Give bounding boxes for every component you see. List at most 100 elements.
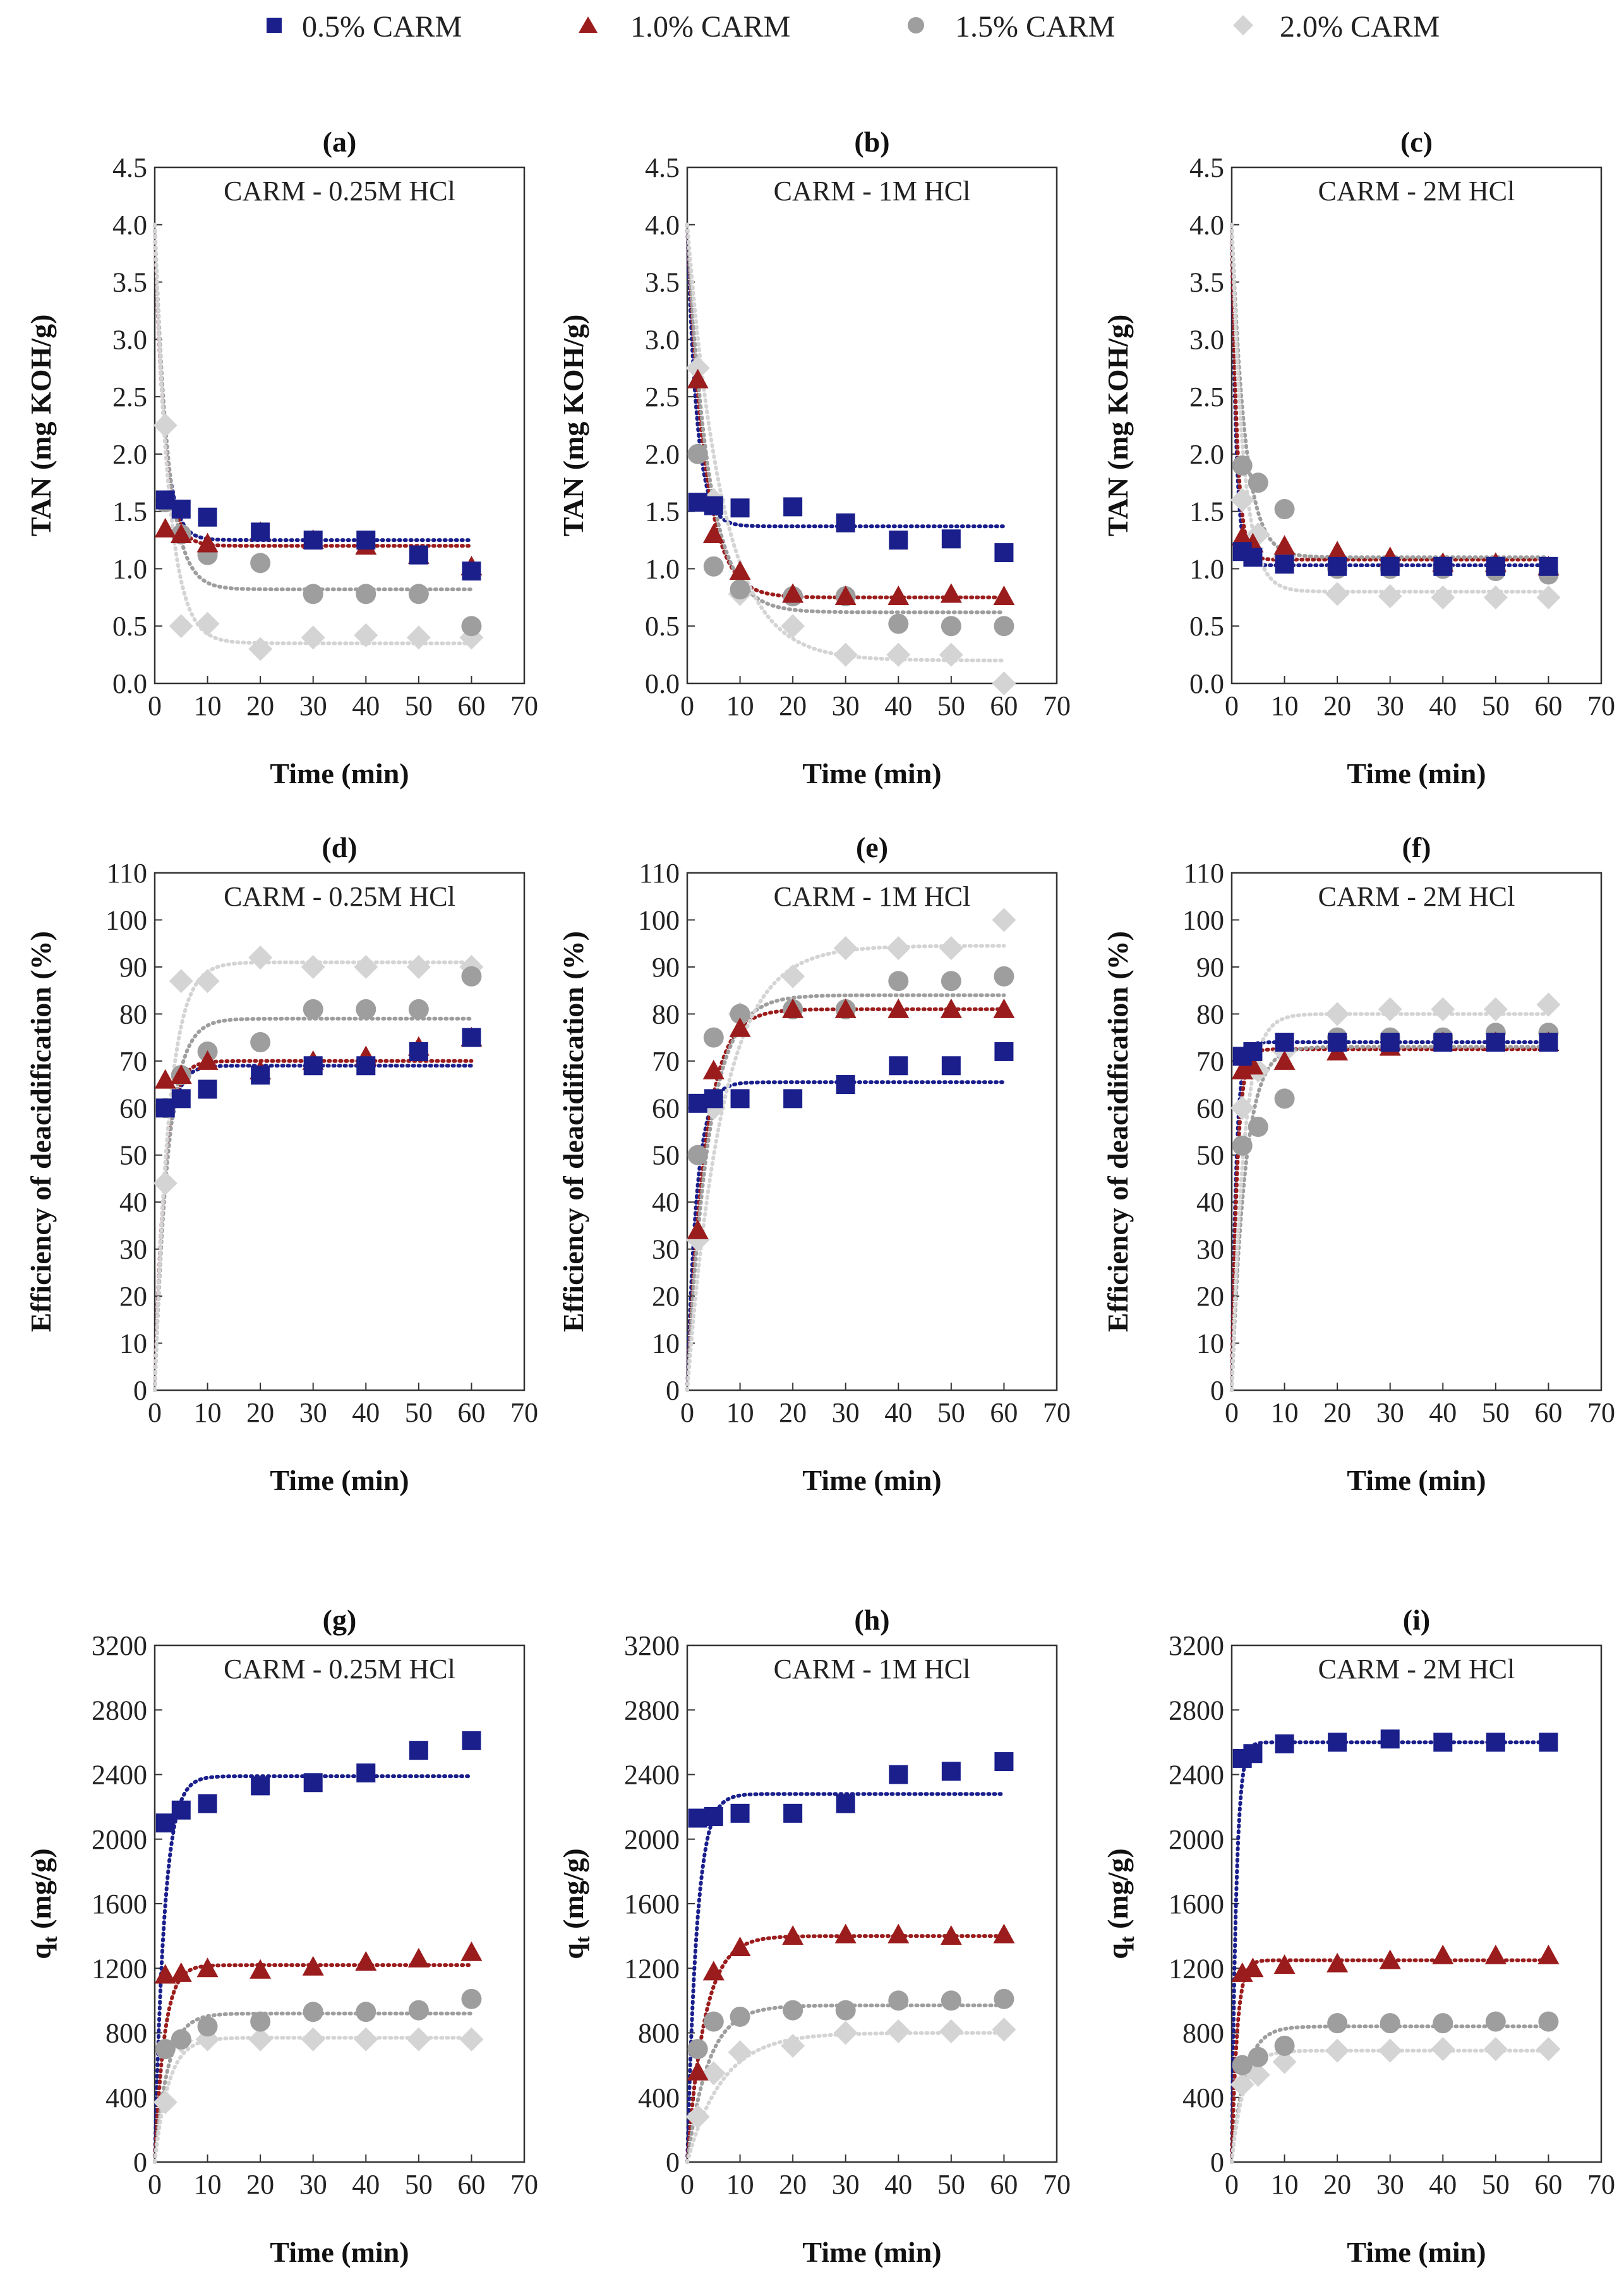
y-tick-label: 800: [638, 2018, 680, 2049]
data-point: [1432, 1944, 1454, 1964]
data-point: [1433, 2013, 1453, 2034]
data-point: [1483, 2037, 1508, 2062]
data-point: [1378, 584, 1402, 609]
data-point: [836, 1075, 855, 1095]
y-tick-label: 4.5: [645, 152, 680, 183]
data-point: [704, 1089, 723, 1108]
data-point: [354, 623, 378, 647]
x-axis-title: Time (min): [802, 2236, 941, 2268]
x-tick-label: 60: [1534, 2169, 1562, 2200]
data-point: [704, 1806, 723, 1826]
chart-panel-b: 0 10 20 30 40 50 60 70 0.0 0.5 1.0 1.5 2.0 2.5 3.0 3.5 4…: [557, 126, 1071, 790]
data-point: [994, 1042, 1014, 1061]
data-point: [154, 517, 176, 538]
data-point: [1248, 2046, 1268, 2067]
data-point: [407, 1947, 430, 1968]
plot-frame: [686, 166, 1058, 685]
data-point: [888, 1990, 909, 2011]
fit-curve-0: [685, 1080, 1006, 1392]
data-point: [888, 971, 909, 992]
y-tick-label: 2800: [1169, 1695, 1224, 1726]
data-point: [1433, 1033, 1453, 1052]
y-tick-label: 2000: [624, 1824, 680, 1855]
plot-frame: [1230, 1644, 1603, 2163]
data-point: [889, 531, 908, 550]
data-point: [301, 625, 325, 650]
data-point: [992, 908, 1016, 932]
x-tick-label: 60: [457, 1397, 485, 1428]
y-tick-label: 10: [652, 1328, 680, 1359]
y-tick-label: 3200: [1169, 1630, 1224, 1661]
data-point: [939, 2019, 963, 2043]
y-tick-label: 1200: [1169, 1953, 1224, 1984]
data-point: [887, 998, 910, 1018]
fit-curve-3: [153, 2036, 474, 2164]
data-point: [992, 2017, 1016, 2042]
y-tick-label: 40: [1196, 1187, 1224, 1218]
y-tick-label: 1.5: [1189, 496, 1224, 527]
legend-item-0: 0.5% CARM: [267, 10, 462, 44]
data-point: [729, 1937, 751, 1957]
data-point: [1486, 556, 1505, 576]
y-tick-label: 20: [652, 1281, 680, 1312]
x-tick-label: 70: [510, 2169, 538, 2200]
data-point: [993, 998, 1015, 1018]
data-point: [781, 964, 805, 988]
data-point: [198, 1079, 217, 1099]
y-tick-label: 3200: [92, 1630, 147, 1661]
data-point: [408, 999, 429, 1019]
y-tick-label: 70: [652, 1046, 680, 1077]
y-tick-label: 80: [1196, 999, 1224, 1030]
x-tick-label: 60: [457, 2169, 485, 2200]
data-point: [994, 543, 1014, 563]
data-point: [355, 1951, 377, 1971]
data-point: [169, 969, 193, 994]
y-axis-title: qt (mg/g): [25, 1848, 61, 1959]
data-point: [153, 1171, 177, 1196]
data-point: [460, 1941, 483, 1961]
x-tick-label: 50: [937, 2169, 965, 2200]
series-0-points: [155, 490, 481, 581]
panel-title: CARM - 2M HCl: [1318, 176, 1515, 207]
data-point: [170, 1962, 192, 1982]
fit-curve-1: [153, 222, 474, 548]
y-tick-label: 80: [652, 999, 680, 1030]
data-point: [833, 642, 858, 667]
y-tick-label: 1.0: [645, 553, 680, 584]
data-point: [250, 1959, 272, 1979]
y-tick-label: 2000: [1169, 1824, 1224, 1855]
data-point: [834, 1923, 857, 1944]
data-point: [1536, 992, 1561, 1017]
series-0-points: [688, 493, 1014, 563]
y-tick-label: 50: [1196, 1140, 1224, 1171]
x-tick-label: 30: [832, 690, 860, 721]
data-point: [171, 1089, 191, 1108]
legend-label-2: 1.5% CARM: [955, 10, 1115, 44]
chart-panel-g: 0 10 20 30 40 50 60 70 0 400 800 1200 1600 2000 2400 28…: [25, 1604, 538, 2268]
series-0-points: [155, 1731, 481, 1833]
data-point: [994, 1752, 1014, 1772]
x-tick-label: 40: [352, 2169, 380, 2200]
data-point: [1537, 1944, 1560, 1964]
y-tick-label: 40: [119, 1187, 147, 1218]
fit-curve-1: [153, 1059, 474, 1392]
data-point: [1232, 2055, 1253, 2076]
data-point: [783, 497, 803, 517]
series-0-points: [1232, 542, 1558, 576]
fit-curve-2: [685, 993, 1006, 1392]
x-tick-label: 0: [680, 690, 694, 721]
x-tick-label: 10: [194, 2169, 222, 2200]
data-point: [461, 966, 482, 987]
y-tick-label: 1200: [92, 1953, 147, 1984]
data-point: [730, 1089, 750, 1108]
data-point: [248, 946, 273, 970]
y-tick-label: 30: [1196, 1234, 1224, 1265]
chart-panel-e: 0 10 20 30 40 50 60 70 0 10 20 30 40 50 60 70 80 90 100 110…: [557, 831, 1071, 1496]
data-point: [356, 531, 376, 550]
chart-panel-h: 0 10 20 30 40 50 60 70 0 400 800 1200 1600 2000 2400 28…: [557, 1604, 1071, 2268]
y-tick-label: 3.0: [645, 324, 680, 355]
data-point: [1380, 1033, 1400, 1052]
data-point: [1328, 1733, 1347, 1752]
data-point: [994, 1988, 1014, 2009]
x-tick-label: 40: [352, 690, 380, 721]
